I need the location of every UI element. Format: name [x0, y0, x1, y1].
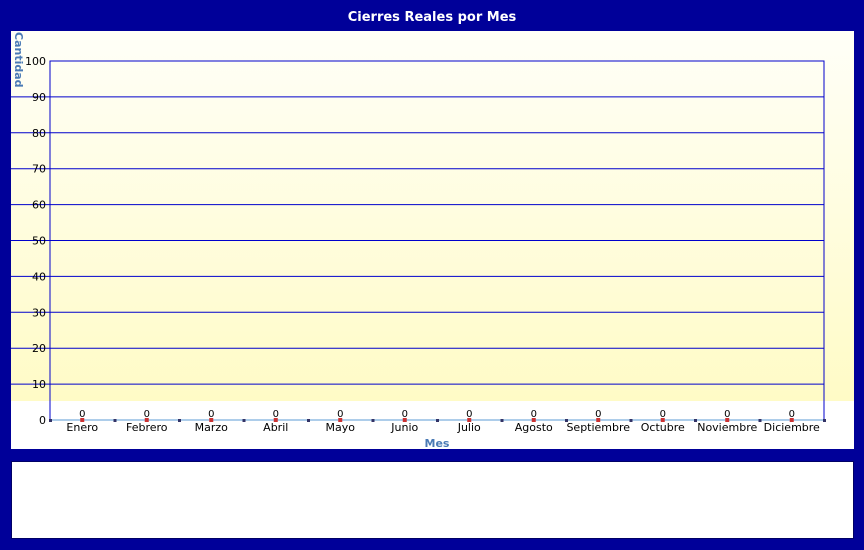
- y-tick-label: 70: [32, 163, 46, 176]
- x-axis-label: Mes: [425, 437, 450, 449]
- x-tick-label: Febrero: [126, 421, 168, 434]
- x-axis-tick: [113, 419, 117, 422]
- data-label: 0: [789, 409, 795, 420]
- y-tick-label: 50: [32, 235, 46, 248]
- y-axis-label: Cantidad: [12, 32, 25, 88]
- x-tick-label: Agosto: [515, 421, 553, 434]
- data-label: 0: [144, 409, 150, 420]
- x-tick-label: Noviembre: [697, 421, 757, 434]
- x-axis-tick: [371, 419, 375, 422]
- legend-panel: [11, 461, 854, 539]
- data-point: [725, 418, 730, 422]
- y-tick-label: 40: [32, 270, 46, 283]
- x-tick-label: Abril: [263, 421, 288, 434]
- data-point: [467, 418, 472, 422]
- data-label: 0: [208, 409, 214, 420]
- x-tick-labels: Enero Febrero Marzo Abril Mayo Junio Julio Agos…: [66, 421, 820, 434]
- x-axis-tick: [823, 419, 826, 422]
- data-label: 0: [466, 409, 472, 420]
- x-axis-tick: [694, 419, 697, 422]
- y-tick-label: 0: [39, 414, 46, 427]
- series: 0 0 0 0 0 0 0 0 0 0 0 0: [49, 409, 826, 422]
- data-label: 0: [531, 409, 537, 420]
- x-tick-label: Mayo: [326, 421, 356, 434]
- data-point: [660, 418, 665, 422]
- data-point: [144, 418, 149, 422]
- x-tick-label: Enero: [66, 421, 98, 434]
- chart-title: Cierres Reales por Mes: [347, 10, 517, 25]
- x-axis-tick: [758, 419, 762, 422]
- x-axis-tick: [178, 419, 181, 422]
- x-axis-tick: [242, 419, 246, 422]
- data-point: [402, 418, 407, 422]
- y-tick-label: 20: [32, 342, 46, 355]
- y-tick-label: 100: [25, 55, 46, 68]
- x-tick-label: Octubre: [641, 421, 685, 434]
- plot-background: [11, 31, 854, 401]
- x-axis-tick: [49, 419, 52, 422]
- x-tick-label: Julio: [457, 421, 481, 434]
- y-tick-label: 90: [32, 91, 46, 104]
- data-point: [789, 418, 794, 422]
- x-axis-tick: [436, 419, 439, 422]
- y-tick-labels: 0 10 20 30 40 50 60 70 80 90 100: [25, 55, 46, 427]
- data-label: 0: [595, 409, 601, 420]
- x-tick-label: Marzo: [195, 421, 229, 434]
- x-axis-tick: [629, 419, 633, 422]
- data-label: 0: [402, 409, 408, 420]
- x-tick-label: Diciembre: [764, 421, 820, 434]
- y-tick-label: 80: [32, 127, 46, 140]
- data-label: 0: [660, 409, 666, 420]
- data-point: [596, 418, 601, 422]
- x-axis-tick: [500, 419, 504, 422]
- y-tick-label: 30: [32, 306, 46, 319]
- data-point: [273, 418, 278, 422]
- data-point: [338, 418, 343, 422]
- data-label: 0: [273, 409, 279, 420]
- data-label: 0: [724, 409, 730, 420]
- y-tick-label: 10: [32, 378, 46, 391]
- x-tick-label: Junio: [390, 421, 418, 434]
- data-point: [531, 418, 536, 422]
- x-axis-tick: [307, 419, 310, 422]
- x-axis-tick: [565, 419, 568, 422]
- data-label: 0: [337, 409, 343, 420]
- data-point: [80, 418, 85, 422]
- data-point: [209, 418, 214, 422]
- x-tick-label: Septiembre: [566, 421, 630, 434]
- data-label: 0: [79, 409, 85, 420]
- y-tick-label: 60: [32, 199, 46, 212]
